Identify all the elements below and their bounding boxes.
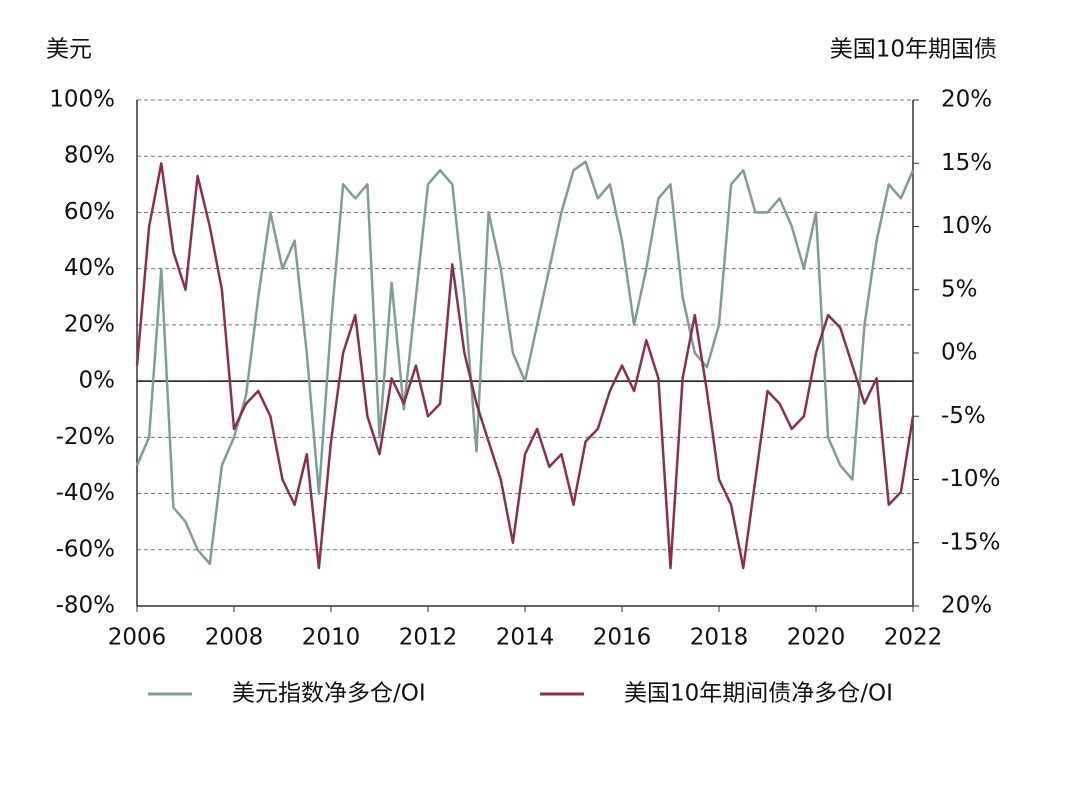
y-tick-label: -80% [56, 593, 115, 619]
y2-tick-label: 10% [941, 213, 992, 239]
series-line [135, 160, 915, 566]
legend-label: 美国10年期间债净多仓/OI [624, 681, 893, 707]
y2-tick-label: 15% [941, 150, 992, 176]
y-tick-label: 20% [64, 311, 115, 337]
series-line [135, 162, 915, 570]
y-tick-label: -40% [56, 480, 115, 506]
y-tick-label: 60% [64, 199, 115, 225]
y-tick-label: 40% [64, 255, 115, 281]
y2-tick-label: -10% [941, 466, 1000, 492]
x-tick-label: 2006 [108, 625, 167, 651]
y2-tick-label: 5% [941, 276, 978, 302]
x-tick-label: 2010 [302, 625, 361, 651]
y2-axis-label: 美国10年期国债 [830, 37, 997, 63]
y2-tick-label: 20% [941, 593, 992, 619]
x-tick-label: 2018 [690, 625, 749, 651]
y-tick-label: 0% [79, 368, 116, 394]
x-tick-label: 2012 [399, 625, 458, 651]
x-tick-label: 2020 [787, 625, 846, 651]
y2-tick-label: 20% [941, 87, 992, 113]
y-tick-label: 80% [64, 143, 115, 169]
y2-tick-label: -15% [941, 529, 1000, 555]
y-tick-label: -60% [56, 536, 115, 562]
y2-tick-label: 0% [941, 340, 978, 366]
y-tick-label: -20% [56, 424, 115, 450]
y2-tick-label: -5% [941, 403, 986, 429]
x-tick-label: 2022 [884, 625, 943, 651]
x-tick-label: 2014 [496, 625, 555, 651]
y-tick-label: 100% [49, 87, 115, 113]
x-tick-label: 2016 [593, 625, 652, 651]
legend-label: 美元指数净多仓/OI [232, 681, 426, 707]
x-tick-label: 2008 [205, 625, 264, 651]
y-axis-label: 美元 [46, 37, 92, 63]
